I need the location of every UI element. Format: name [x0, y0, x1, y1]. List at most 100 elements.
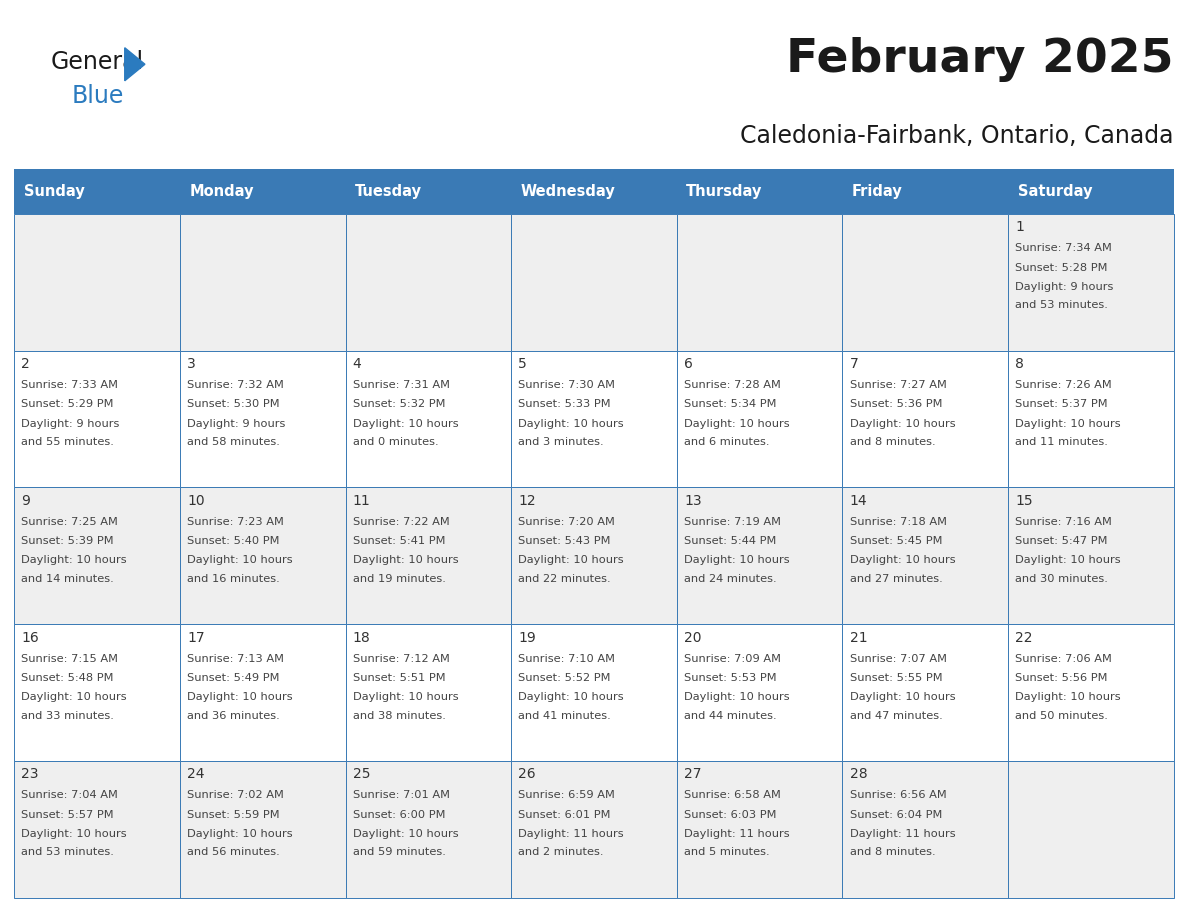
Text: and 22 minutes.: and 22 minutes.	[518, 574, 611, 584]
Text: Daylight: 10 hours: Daylight: 10 hours	[849, 555, 955, 565]
Text: Sunset: 5:48 PM: Sunset: 5:48 PM	[21, 673, 114, 683]
Bar	[346, 487, 511, 624]
Text: 9: 9	[21, 494, 30, 508]
Text: Sunset: 5:32 PM: Sunset: 5:32 PM	[353, 399, 446, 409]
Text: and 5 minutes.: and 5 minutes.	[684, 847, 770, 857]
Text: Sunset: 5:53 PM: Sunset: 5:53 PM	[684, 673, 777, 683]
Text: Daylight: 10 hours: Daylight: 10 hours	[518, 555, 624, 565]
Bar	[511, 487, 677, 624]
Bar	[14, 624, 179, 761]
Text: Blue: Blue	[71, 84, 124, 108]
Text: and 41 minutes.: and 41 minutes.	[518, 711, 611, 721]
Text: Sunrise: 7:18 AM: Sunrise: 7:18 AM	[849, 517, 947, 527]
Text: and 50 minutes.: and 50 minutes.	[1016, 711, 1108, 721]
Text: and 53 minutes.: and 53 minutes.	[21, 847, 114, 857]
Text: and 30 minutes.: and 30 minutes.	[1016, 574, 1108, 584]
Text: 6: 6	[684, 357, 693, 371]
Text: Daylight: 10 hours: Daylight: 10 hours	[21, 555, 127, 565]
Text: Sunset: 5:44 PM: Sunset: 5:44 PM	[684, 536, 776, 546]
Text: Daylight: 10 hours: Daylight: 10 hours	[353, 419, 459, 429]
Bar	[346, 351, 511, 487]
Text: Sunset: 5:33 PM: Sunset: 5:33 PM	[518, 399, 611, 409]
Bar	[511, 170, 677, 214]
Text: Sunset: 5:51 PM: Sunset: 5:51 PM	[353, 673, 446, 683]
Bar	[179, 351, 346, 487]
Text: 23: 23	[21, 767, 39, 781]
Text: and 2 minutes.: and 2 minutes.	[518, 847, 604, 857]
Bar	[179, 170, 346, 214]
Text: Sunrise: 7:09 AM: Sunrise: 7:09 AM	[684, 654, 781, 664]
Text: Daylight: 10 hours: Daylight: 10 hours	[21, 829, 127, 839]
Text: 7: 7	[849, 357, 859, 371]
Text: Sunrise: 6:58 AM: Sunrise: 6:58 AM	[684, 790, 781, 800]
Text: Sunset: 5:56 PM: Sunset: 5:56 PM	[1016, 673, 1107, 683]
Bar	[842, 624, 1009, 761]
Text: Daylight: 10 hours: Daylight: 10 hours	[1016, 555, 1120, 565]
Bar	[677, 487, 842, 624]
Text: Sunset: 6:03 PM: Sunset: 6:03 PM	[684, 810, 777, 820]
Text: 5: 5	[518, 357, 527, 371]
Bar	[677, 624, 842, 761]
Bar	[1009, 170, 1174, 214]
Text: and 3 minutes.: and 3 minutes.	[518, 437, 604, 447]
Bar	[346, 170, 511, 214]
Bar	[1009, 351, 1174, 487]
Text: and 0 minutes.: and 0 minutes.	[353, 437, 438, 447]
Bar	[14, 761, 179, 898]
Text: 16: 16	[21, 631, 39, 644]
Text: and 44 minutes.: and 44 minutes.	[684, 711, 777, 721]
Text: Daylight: 10 hours: Daylight: 10 hours	[684, 692, 790, 702]
Bar	[677, 351, 842, 487]
Text: Daylight: 10 hours: Daylight: 10 hours	[849, 419, 955, 429]
Text: and 8 minutes.: and 8 minutes.	[849, 847, 935, 857]
Text: Daylight: 11 hours: Daylight: 11 hours	[518, 829, 624, 839]
Text: and 36 minutes.: and 36 minutes.	[187, 711, 280, 721]
Text: Daylight: 10 hours: Daylight: 10 hours	[187, 555, 292, 565]
Text: and 59 minutes.: and 59 minutes.	[353, 847, 446, 857]
Bar	[842, 487, 1009, 624]
Text: Sunset: 5:37 PM: Sunset: 5:37 PM	[1016, 399, 1108, 409]
Text: 22: 22	[1016, 631, 1032, 644]
Text: Sunset: 6:00 PM: Sunset: 6:00 PM	[353, 810, 446, 820]
Text: 2: 2	[21, 357, 30, 371]
Text: Daylight: 9 hours: Daylight: 9 hours	[187, 419, 285, 429]
Text: and 11 minutes.: and 11 minutes.	[1016, 437, 1108, 447]
Bar	[346, 761, 511, 898]
Bar	[346, 624, 511, 761]
Bar	[1009, 487, 1174, 624]
Text: Daylight: 10 hours: Daylight: 10 hours	[684, 555, 790, 565]
Text: and 53 minutes.: and 53 minutes.	[1016, 300, 1108, 310]
Text: Wednesday: Wednesday	[520, 185, 615, 199]
Text: 19: 19	[518, 631, 536, 644]
Text: Daylight: 10 hours: Daylight: 10 hours	[684, 419, 790, 429]
Text: Sunrise: 7:16 AM: Sunrise: 7:16 AM	[1016, 517, 1112, 527]
Text: Daylight: 10 hours: Daylight: 10 hours	[187, 692, 292, 702]
Text: Sunrise: 7:15 AM: Sunrise: 7:15 AM	[21, 654, 119, 664]
Text: 1: 1	[1016, 220, 1024, 234]
Text: 15: 15	[1016, 494, 1032, 508]
Text: 17: 17	[187, 631, 204, 644]
Text: 28: 28	[849, 767, 867, 781]
Bar	[179, 487, 346, 624]
Text: Sunset: 5:29 PM: Sunset: 5:29 PM	[21, 399, 114, 409]
Bar	[511, 351, 677, 487]
Text: Sunset: 5:36 PM: Sunset: 5:36 PM	[849, 399, 942, 409]
Text: Sunset: 5:40 PM: Sunset: 5:40 PM	[187, 536, 279, 546]
Text: Sunrise: 7:10 AM: Sunrise: 7:10 AM	[518, 654, 615, 664]
Text: 26: 26	[518, 767, 536, 781]
Text: Daylight: 10 hours: Daylight: 10 hours	[187, 829, 292, 839]
Text: 12: 12	[518, 494, 536, 508]
Bar	[14, 170, 179, 214]
Text: Sunrise: 7:04 AM: Sunrise: 7:04 AM	[21, 790, 119, 800]
Text: Sunset: 5:45 PM: Sunset: 5:45 PM	[849, 536, 942, 546]
Text: 4: 4	[353, 357, 361, 371]
Bar	[346, 214, 511, 351]
Text: and 19 minutes.: and 19 minutes.	[353, 574, 446, 584]
Bar	[842, 761, 1009, 898]
Text: Sunrise: 6:59 AM: Sunrise: 6:59 AM	[518, 790, 615, 800]
Text: and 33 minutes.: and 33 minutes.	[21, 711, 114, 721]
Text: and 16 minutes.: and 16 minutes.	[187, 574, 280, 584]
Text: Sunrise: 7:12 AM: Sunrise: 7:12 AM	[353, 654, 449, 664]
Text: and 27 minutes.: and 27 minutes.	[849, 574, 942, 584]
Text: Sunset: 5:28 PM: Sunset: 5:28 PM	[1016, 263, 1107, 273]
